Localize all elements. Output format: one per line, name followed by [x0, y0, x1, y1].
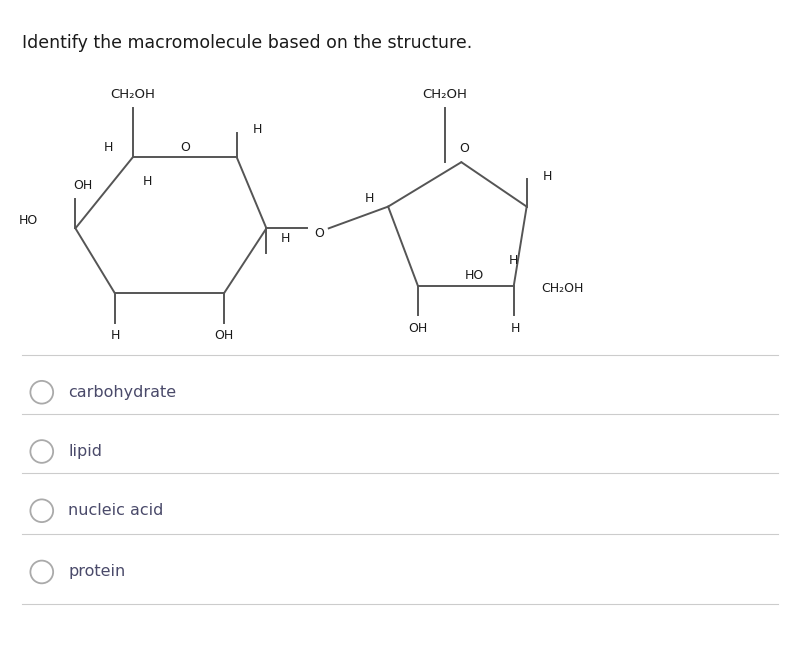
Text: protein: protein: [69, 565, 126, 579]
Text: carbohydrate: carbohydrate: [69, 385, 177, 400]
Text: H: H: [365, 192, 374, 205]
Text: H: H: [542, 170, 552, 184]
Text: O: O: [314, 227, 324, 240]
Text: HO: HO: [465, 269, 484, 282]
Text: OH: OH: [214, 329, 234, 342]
Text: nucleic acid: nucleic acid: [69, 503, 164, 518]
Text: H: H: [104, 141, 113, 154]
Text: CH₂OH: CH₂OH: [422, 88, 467, 100]
Text: H: H: [511, 322, 521, 334]
Text: H: H: [110, 329, 120, 342]
Text: O: O: [180, 141, 190, 154]
Text: OH: OH: [74, 180, 93, 192]
Text: H: H: [253, 123, 262, 136]
Text: H: H: [509, 255, 518, 267]
Text: HO: HO: [18, 214, 38, 227]
Text: H: H: [143, 176, 152, 188]
Text: Identify the macromolecule based on the structure.: Identify the macromolecule based on the …: [22, 34, 472, 52]
Text: H: H: [280, 231, 290, 245]
Text: CH₂OH: CH₂OH: [542, 282, 584, 295]
Text: lipid: lipid: [69, 444, 102, 459]
Text: O: O: [459, 142, 470, 155]
Text: CH₂OH: CH₂OH: [110, 88, 155, 100]
Text: OH: OH: [408, 322, 427, 334]
